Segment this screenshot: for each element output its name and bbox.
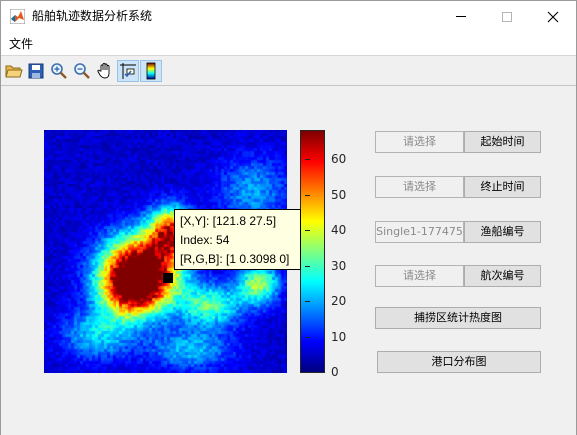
minimize-icon [456, 16, 466, 17]
close-icon [547, 11, 559, 22]
colorbar-button[interactable] [140, 60, 162, 82]
open-button[interactable] [3, 60, 25, 82]
matlab-logo-icon [10, 9, 25, 24]
colorbar-tick [305, 195, 310, 196]
data-cursor-icon [120, 63, 136, 79]
toolbar [1, 57, 576, 86]
colorbar-tick [305, 159, 310, 160]
voyage-id-button[interactable]: 航次编号 [464, 265, 541, 287]
maximize-icon [502, 11, 512, 22]
zoom-in-icon [51, 63, 67, 79]
ship-id-field[interactable]: Single1-177475 [375, 221, 464, 243]
datatip-xy: [X,Y]: [121.8 27.5] [180, 214, 277, 228]
minimize-button[interactable] [438, 1, 484, 32]
colorbar-tick-label: 0 [331, 365, 339, 379]
colorbar-tick [305, 230, 310, 231]
save-button[interactable] [25, 60, 47, 82]
fishing-heatmap-button[interactable]: 捕捞区统计热度图 [375, 307, 541, 329]
datatip-rgb: [R,G,B]: [1 0.3098 0] [180, 252, 290, 266]
voyage-id-field[interactable]: 请选择 [375, 265, 464, 287]
colorbar-tick-label: 10 [331, 330, 347, 344]
datatip-index: Index: 54 [180, 233, 230, 247]
title-bar: 船舶轨迹数据分析系统 [1, 1, 576, 32]
colorbar-tick-label: 60 [331, 152, 347, 166]
pan-button[interactable] [94, 60, 116, 82]
start-time-field[interactable]: 请选择 [375, 131, 464, 153]
colorbar-tick [305, 372, 310, 373]
pan-hand-icon [97, 63, 110, 79]
zoom-in-button[interactable] [48, 60, 70, 82]
maximize-button[interactable] [484, 1, 530, 32]
colorbar-tick-label: 40 [331, 223, 347, 237]
datatip[interactable]: [X,Y]: [121.8 27.5] Index: 54 [R,G,B]: [… [174, 209, 301, 270]
colorbar-tick [305, 337, 310, 338]
zoom-out-button[interactable] [71, 60, 93, 82]
colorbar-tick [305, 301, 310, 302]
start-time-button[interactable]: 起始时间 [464, 131, 541, 153]
colorbar [300, 130, 325, 373]
datatip-marker[interactable] [163, 273, 173, 283]
ship-id-button[interactable]: 渔船编号 [464, 221, 541, 243]
save-icon [28, 63, 44, 79]
open-icon [5, 65, 23, 78]
close-button[interactable] [530, 1, 576, 32]
zoom-out-icon [74, 63, 90, 79]
port-distribution-button[interactable]: 港口分布图 [377, 351, 541, 373]
end-time-field[interactable]: 请选择 [375, 176, 464, 198]
colorbar-icon [146, 62, 156, 80]
colorbar-tick [305, 266, 310, 267]
data-cursor-button[interactable] [117, 60, 139, 82]
plot-area: 0 10 20 30 40 50 60 [X,Y]: [121.8 27.5] Index:… [1, 87, 576, 435]
window-title: 船舶轨迹数据分析系统 [32, 9, 153, 23]
menu-bar: 文件 [1, 32, 576, 56]
menu-file[interactable]: 文件 [9, 37, 34, 51]
colorbar-tick-label: 20 [331, 294, 347, 308]
colorbar-tick-label: 30 [331, 259, 347, 273]
colorbar-tick-label: 50 [331, 188, 347, 202]
end-time-button[interactable]: 终止时间 [464, 176, 541, 198]
